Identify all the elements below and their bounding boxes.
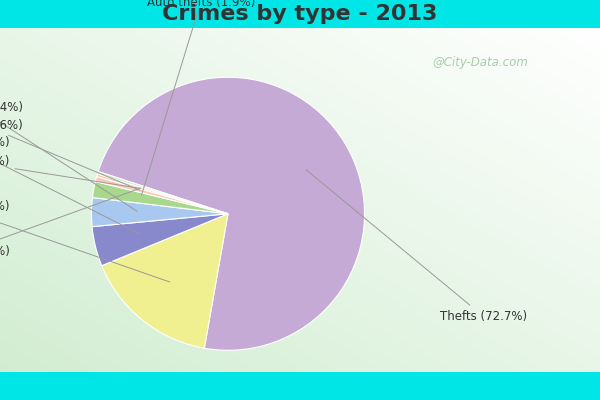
Text: Thefts (72.7%): Thefts (72.7%) xyxy=(306,170,527,323)
Text: @City-Data.com: @City-Data.com xyxy=(432,56,528,69)
Wedge shape xyxy=(97,172,228,214)
Text: Arson (0.3%): Arson (0.3%) xyxy=(0,155,140,188)
Text: Murders (0.3%): Murders (0.3%) xyxy=(0,188,141,258)
Wedge shape xyxy=(97,174,228,214)
Wedge shape xyxy=(102,214,228,348)
Text: Auto thefts (1.9%): Auto thefts (1.9%) xyxy=(142,0,255,195)
Wedge shape xyxy=(91,198,228,227)
Text: Robberies (4.7%): Robberies (4.7%) xyxy=(0,136,139,234)
Wedge shape xyxy=(92,214,228,266)
Text: Rapes (0.6%): Rapes (0.6%) xyxy=(0,118,140,190)
Wedge shape xyxy=(95,176,228,214)
Text: Crimes by type - 2013: Crimes by type - 2013 xyxy=(163,4,437,24)
Text: Assaults (3.4%): Assaults (3.4%) xyxy=(0,101,137,211)
Wedge shape xyxy=(98,77,365,350)
Text: Burglaries (16.0%): Burglaries (16.0%) xyxy=(0,200,170,282)
Wedge shape xyxy=(92,182,228,214)
